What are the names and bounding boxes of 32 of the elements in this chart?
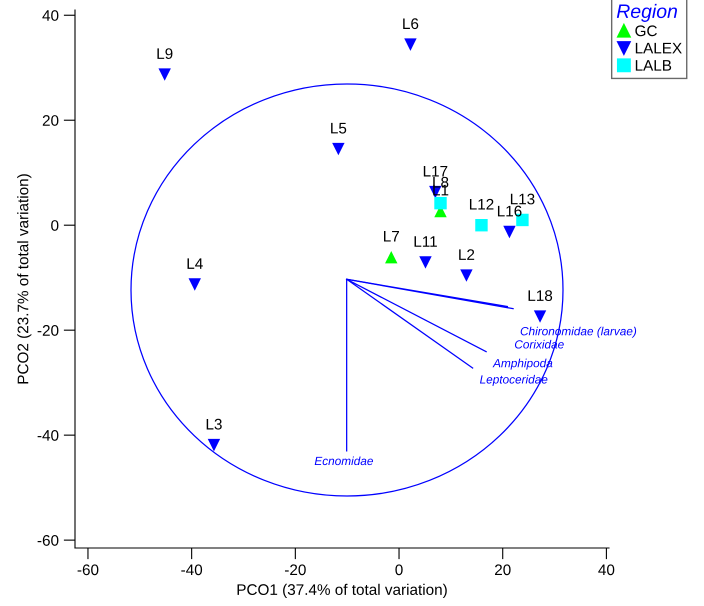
- x-tick-label: 20: [494, 564, 511, 576]
- x-tick-label: -40: [181, 564, 202, 576]
- annotation: L5: [331, 122, 346, 134]
- x-tick-label: -20: [284, 564, 306, 576]
- annotation: L6: [403, 18, 418, 30]
- annotation: L12: [470, 198, 494, 210]
- annotation: Ecnomidae: [314, 456, 373, 466]
- annotation: L18: [528, 290, 552, 302]
- annotation: L9: [157, 48, 172, 60]
- x-tick-label: -60: [78, 564, 98, 576]
- y-axis-title: PCO2 (23.7% of total variation): [17, 174, 32, 384]
- legend-label: LALEX: [636, 42, 682, 54]
- x-axis-title: PCO1 (37.4% of total variation): [238, 584, 447, 598]
- y-tick-label: 40: [42, 10, 58, 21]
- y-tick-label: 20: [42, 115, 58, 126]
- annotation: L4: [188, 258, 203, 269]
- y-tick-label: 0: [51, 220, 58, 231]
- annotation: L16: [498, 206, 522, 217]
- y-tick-label: -60: [38, 534, 58, 546]
- legend-title: Region: [616, 4, 677, 22]
- annotation: L2: [459, 249, 474, 260]
- annotation: L7: [384, 231, 399, 242]
- legend-label: LALB: [636, 60, 672, 71]
- annotation: L17: [424, 166, 448, 176]
- y-tick-label: -20: [38, 325, 58, 336]
- annotation: L11: [414, 236, 437, 247]
- x-tick-label: 40: [598, 564, 614, 576]
- y-tick-label: -40: [38, 430, 58, 441]
- annotation: L13: [510, 194, 534, 204]
- annotation: L3: [206, 418, 222, 430]
- x-tick-label: 0: [395, 564, 403, 576]
- legend-label: GC: [635, 25, 657, 36]
